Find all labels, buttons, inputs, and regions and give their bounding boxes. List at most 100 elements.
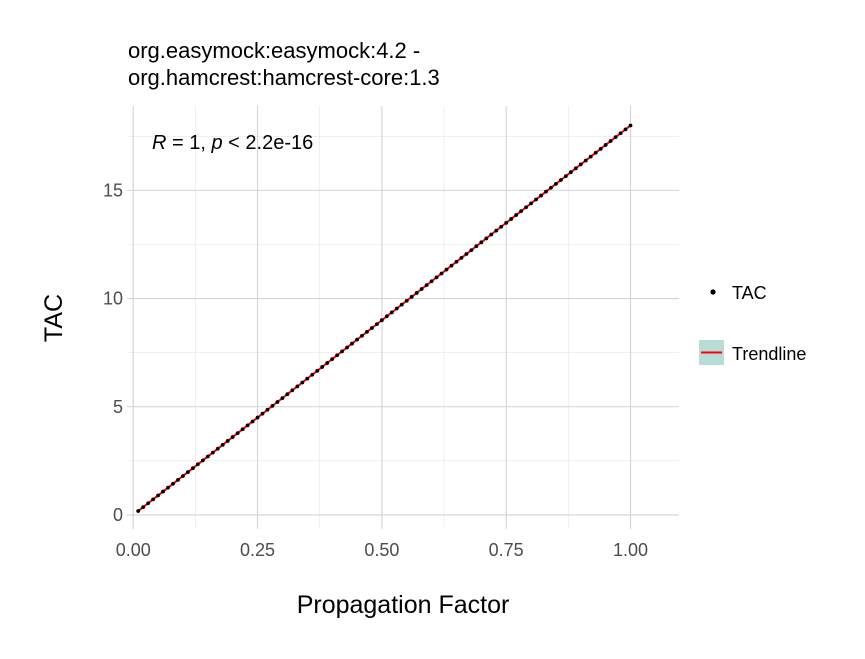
tac-point [350, 341, 354, 346]
tac-point [389, 310, 394, 315]
tac-point [529, 201, 533, 206]
tac-point [205, 454, 210, 459]
x-tick-label: 0.25 [240, 540, 275, 560]
chart-title-line-1: org.easymock:easymock:4.2 - [128, 38, 420, 63]
tac-point [225, 439, 230, 443]
tac-point [618, 131, 623, 136]
y-tick-label: 0 [113, 505, 123, 525]
tac-point [419, 287, 424, 291]
tac-point [186, 470, 190, 474]
x-tick-label: 0.75 [489, 540, 524, 560]
tac-point [265, 407, 270, 412]
tac-point [171, 481, 175, 486]
tac-point [593, 150, 598, 155]
tac-point [424, 283, 429, 288]
r-symbol: R [152, 132, 166, 154]
tac-point [474, 244, 479, 249]
tac-point [568, 170, 573, 175]
tac-point [365, 329, 369, 334]
y-tick-label: 15 [103, 180, 123, 200]
legend-tac-key [710, 289, 716, 295]
tac-point [141, 505, 146, 510]
tac-point [305, 376, 310, 381]
y-tick-label: 10 [103, 289, 123, 309]
tac-point [613, 135, 618, 140]
tac-point [151, 497, 156, 502]
tac-point [544, 189, 548, 194]
grid [127, 106, 679, 529]
tac-point [260, 411, 265, 416]
tac-point [603, 143, 608, 147]
tac-point [588, 154, 593, 159]
legend-tac-label: TAC [732, 283, 767, 303]
p-symbol: p [210, 132, 222, 154]
tac-point [404, 298, 409, 303]
tac-point [628, 123, 633, 128]
tac-point [270, 403, 275, 408]
tac-point [379, 318, 384, 323]
tac-point [514, 213, 519, 217]
tac-point [166, 485, 170, 490]
tac-point [504, 220, 509, 225]
chart-title-line-2: org.hamcrest:hamcrest-core:1.3 [128, 65, 440, 90]
tac-point [325, 361, 330, 365]
tac-point [220, 442, 225, 447]
tac-point [519, 209, 524, 214]
tac-point [479, 240, 484, 245]
tac-point [235, 431, 240, 436]
tac-point [434, 275, 439, 280]
tac-point [146, 501, 151, 506]
tac-point [210, 450, 215, 455]
tac-point [454, 259, 459, 264]
tac-point [340, 349, 344, 354]
tac-point [598, 146, 603, 151]
tac-point [176, 477, 180, 482]
tac-point [240, 427, 245, 432]
tac-point [399, 302, 404, 307]
tac-point [554, 181, 558, 186]
tac-point [310, 372, 315, 377]
tac-point [295, 384, 300, 389]
tac-point [355, 337, 359, 342]
tac-point [439, 271, 444, 276]
tac-point [534, 197, 538, 202]
tac-point [360, 333, 364, 338]
x-tick-label: 0.50 [364, 540, 399, 560]
tac-point [280, 396, 285, 400]
tac-point [230, 435, 235, 439]
tac-point [449, 263, 454, 268]
tac-point [608, 139, 613, 143]
tac-point [374, 322, 379, 326]
tac-point [484, 236, 489, 241]
tac-point [290, 388, 295, 393]
tac-point [464, 252, 469, 256]
correlation-annotation: R = 1, p < 2.2e-16 [152, 132, 313, 154]
x-axis-ticks: 0.00 0.25 0.50 0.75 1.00 [116, 540, 648, 560]
p-value: < 2.2e-16 [223, 132, 314, 154]
y-axis-ticks: 0 5 10 15 [103, 180, 123, 525]
tac-point [285, 392, 290, 397]
y-tick-label: 5 [113, 397, 123, 417]
tac-point [384, 314, 389, 319]
tac-point [394, 306, 399, 311]
plot-area [136, 123, 633, 513]
tac-point [255, 415, 260, 420]
tac-point [469, 248, 474, 253]
y-axis-title: TAC [40, 294, 68, 342]
tac-point [489, 232, 494, 237]
tac-point [578, 162, 583, 167]
tac-point [509, 217, 514, 221]
tac-point [583, 158, 588, 163]
tac-points [136, 123, 633, 513]
trendline [137, 124, 632, 512]
tac-point [181, 474, 185, 478]
tac-point [370, 326, 374, 330]
tac-point [558, 178, 563, 182]
tac-point [245, 423, 250, 428]
tac-point [573, 166, 578, 171]
tac-point [549, 185, 553, 190]
tac-point [623, 127, 628, 132]
tac-point [275, 400, 280, 404]
tac-point [563, 174, 568, 179]
